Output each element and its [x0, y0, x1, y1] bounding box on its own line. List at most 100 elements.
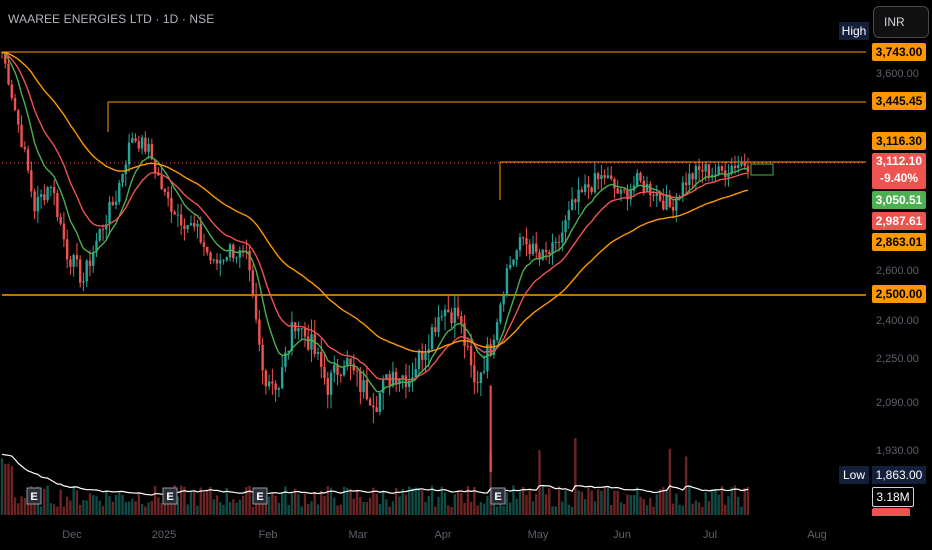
volume-bar [346, 487, 349, 515]
volume-bar [671, 503, 675, 515]
candle-body [486, 344, 489, 372]
volume-bar [580, 491, 584, 515]
volume-bar [316, 504, 320, 515]
volume-bar [616, 490, 619, 515]
candle-body [251, 270, 255, 295]
candle-body [336, 364, 339, 375]
volume-bar [101, 505, 105, 515]
volume-bar [694, 500, 698, 515]
candle-body [649, 183, 652, 196]
volume-bar [495, 506, 499, 515]
volume-bar [140, 503, 144, 515]
candle-body [82, 281, 85, 283]
candle-body [632, 185, 636, 191]
volume-bar [222, 504, 225, 515]
volume-bar [681, 505, 685, 515]
candle-body [147, 144, 150, 152]
volume-bar [82, 500, 85, 515]
volume-bar [447, 505, 450, 515]
candle-body [508, 264, 512, 269]
volume-bar [238, 499, 242, 515]
volume-bar [62, 506, 66, 515]
candle-body [202, 242, 206, 247]
volume-bar [111, 501, 114, 515]
candle-body [300, 328, 303, 330]
candle-body [196, 223, 199, 227]
volume-bar [280, 492, 284, 515]
candle-body [124, 164, 127, 175]
candle-body [404, 375, 408, 387]
candle-body [538, 252, 541, 260]
volume-bar [508, 502, 512, 515]
candle-body [385, 374, 388, 381]
candle-body [65, 239, 69, 260]
candle-body [691, 173, 694, 180]
volume-bar [378, 503, 382, 515]
volume-bar [215, 495, 219, 515]
volume-bar [593, 501, 597, 515]
price-tag-high: 3,743.00 [872, 43, 926, 61]
candle-body [443, 309, 447, 317]
candle-body [166, 191, 170, 199]
volume-bar [85, 500, 88, 515]
candle-body [4, 52, 7, 64]
volume-bar [274, 495, 277, 515]
candle-body [616, 188, 619, 194]
candle-body [359, 370, 362, 393]
candle-body [271, 381, 274, 384]
volume-bar [437, 496, 440, 515]
candle-body [463, 323, 466, 346]
volume-bar [421, 490, 424, 515]
signal-box [750, 163, 774, 176]
currency-selector[interactable]: INR [873, 6, 929, 38]
candle-body [238, 250, 242, 258]
candle-body [131, 138, 134, 143]
volume-bar [108, 496, 111, 515]
candle-body [681, 182, 685, 197]
volume-bar [502, 505, 505, 515]
candle-body [629, 190, 632, 200]
volume-bar [701, 506, 704, 515]
volume-bar [720, 485, 724, 515]
candle-body [717, 166, 720, 175]
high-label: High [839, 22, 869, 40]
earnings-marker [26, 487, 42, 505]
last-price: 3,112.10 [875, 154, 923, 168]
candle-body [287, 350, 290, 353]
volume-bar [723, 504, 727, 515]
candle-body [701, 169, 704, 172]
candle-body [671, 206, 675, 211]
candle-body [303, 328, 307, 337]
candle-body [98, 229, 101, 241]
candle-body [36, 196, 40, 212]
candle-body [388, 374, 391, 387]
candle-body [261, 344, 264, 371]
y-tick-label: 1,930.00 [876, 445, 919, 457]
candle-body [623, 189, 626, 191]
volume-bar [440, 486, 443, 515]
candle-body [668, 195, 672, 207]
candle-body [339, 374, 342, 376]
volume-bar [629, 495, 632, 515]
volume-bar [46, 485, 49, 515]
candle-body [522, 237, 525, 239]
volume-bar [284, 486, 287, 515]
candle-body [427, 349, 430, 353]
volume-bar [342, 486, 346, 515]
candle-body [593, 173, 597, 193]
volume-bar [473, 487, 476, 515]
volume-bar [668, 448, 672, 515]
volume-bar [525, 495, 528, 515]
candle-body [219, 260, 222, 264]
candle-body [92, 252, 95, 266]
volume-bar [600, 490, 603, 515]
volume-bar [179, 485, 183, 515]
candle-body [163, 189, 167, 192]
volume-bar [339, 504, 342, 515]
candle-body [600, 175, 603, 180]
volume-tag: 3.18M [872, 487, 914, 507]
volume-bar [460, 493, 463, 515]
volume-bar [388, 506, 391, 515]
